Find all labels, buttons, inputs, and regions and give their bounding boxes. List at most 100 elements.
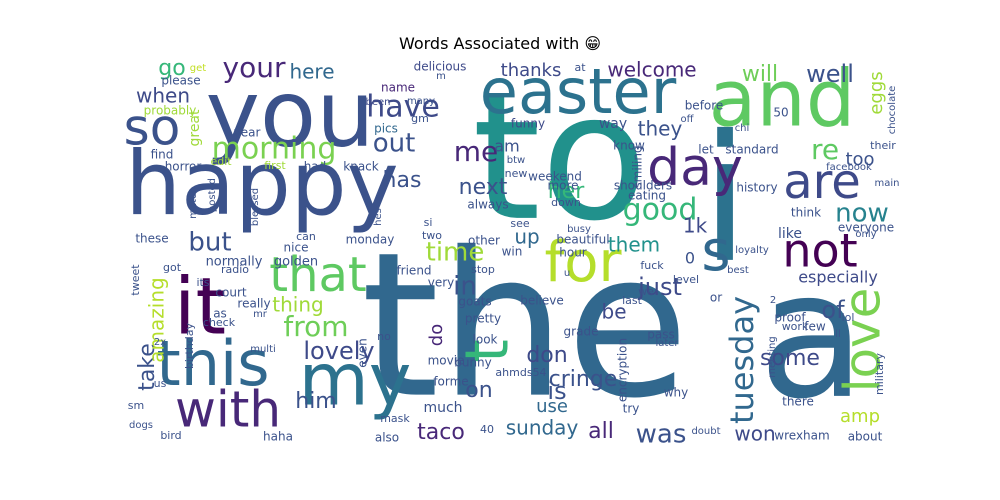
word-amazing: amazing	[145, 277, 169, 362]
word-goats: goats	[458, 295, 491, 309]
word-name: name	[381, 81, 415, 95]
word-let: let	[698, 143, 714, 157]
word-for: for	[545, 230, 623, 295]
word-mask: mask	[380, 412, 410, 425]
word-some: some	[760, 346, 820, 371]
word-about: about	[848, 430, 883, 444]
word-it: it	[174, 262, 226, 352]
word-is: is	[547, 377, 566, 405]
word-t: t	[453, 339, 523, 363]
word-chi: chi	[735, 123, 750, 134]
word-horror: horror	[165, 160, 202, 174]
word-amp: amp	[840, 406, 880, 427]
word-try: try	[623, 402, 640, 416]
word-from: from	[283, 310, 348, 343]
word-eggs: eggs	[866, 71, 887, 114]
word-stop: stop	[471, 263, 495, 276]
word-few: few	[804, 320, 826, 334]
word-posted: posted	[207, 178, 218, 212]
word-there: there	[782, 395, 814, 409]
word-take: take	[135, 343, 160, 391]
word-win: win	[502, 245, 523, 259]
word-before: before	[685, 99, 724, 113]
word-bunny: bunny	[454, 356, 492, 370]
word-when: when	[136, 84, 190, 108]
word-to: to	[472, 57, 648, 260]
word-him: him	[295, 389, 337, 414]
word-standard: standard	[725, 143, 778, 157]
word-off: off	[680, 114, 694, 125]
word-time: time	[426, 238, 485, 268]
word-easter: easter	[480, 55, 677, 128]
word-down: down	[551, 196, 581, 209]
word-in: in	[453, 272, 477, 302]
word-year: year	[234, 126, 261, 140]
word-much: much	[423, 400, 462, 416]
word-can: can	[296, 230, 316, 243]
word-mr: mr	[253, 309, 268, 320]
word-them: them	[608, 233, 660, 257]
word-go: go	[158, 56, 185, 81]
word-delicious: delicious	[414, 60, 467, 74]
word-thing: thing	[272, 293, 323, 317]
word-tweet: tweet	[129, 264, 142, 296]
word-haha: haha	[263, 430, 293, 444]
word-later: later	[655, 338, 679, 349]
word-check: check	[203, 316, 236, 329]
word-don: don	[526, 343, 567, 368]
word-are: are	[783, 154, 861, 210]
word-grade: grade	[564, 325, 599, 339]
word-more: more	[547, 179, 578, 193]
word-also: also	[375, 431, 399, 445]
word-eating: eating	[628, 189, 666, 203]
word-know: know	[613, 139, 645, 153]
word-her: her	[548, 179, 585, 204]
word-morning: morning	[212, 132, 337, 167]
word-forme: forme	[433, 375, 468, 389]
word-that: that	[269, 247, 366, 303]
word-no: no	[377, 330, 391, 343]
word-tuesday: tuesday	[723, 296, 761, 424]
word-they: they	[638, 117, 683, 141]
word-funny: funny	[511, 117, 545, 131]
word-or: or	[710, 291, 722, 305]
word-everyone: everyone	[838, 221, 894, 235]
word-think: think	[791, 206, 821, 220]
word-me: me	[454, 135, 499, 168]
word-this: this	[156, 327, 269, 400]
word-birthday: birthday	[183, 322, 196, 369]
word-we: we	[638, 285, 654, 298]
word-probably: probably	[144, 104, 197, 118]
word-always: always	[467, 198, 508, 212]
word-busy: busy	[567, 224, 591, 235]
word-knack: knack	[343, 160, 379, 174]
word-get: get	[190, 63, 207, 74]
word-here: here	[289, 60, 334, 84]
word-btw: btw	[507, 155, 525, 166]
word-be: be	[602, 300, 627, 324]
word-blessed: blessed	[250, 188, 261, 226]
word-please: please	[161, 74, 200, 88]
word-other: other	[468, 234, 500, 248]
word-two: two	[422, 229, 442, 242]
word-encryption: encryption	[616, 338, 630, 402]
word-especially: especially	[798, 268, 878, 287]
word-new: new	[505, 167, 528, 180]
word-these: these	[135, 232, 168, 246]
word-multi: multi	[250, 344, 276, 355]
word-s: s	[701, 219, 730, 284]
word-u: u	[564, 268, 570, 279]
word-match: match	[188, 187, 199, 219]
word-lol: lol	[842, 311, 855, 324]
word-ahmds54: ahmds54	[495, 366, 546, 379]
word-normally: normally	[206, 255, 263, 270]
word-welcome: welcome	[607, 58, 696, 82]
word-best: best	[727, 265, 749, 276]
word-i: i	[701, 99, 750, 302]
word-really: really	[237, 297, 270, 311]
word-shoulders: shoulders	[614, 179, 672, 193]
word-facebook: facebook	[826, 162, 872, 173]
word-look: look	[473, 333, 498, 347]
word-was: was	[636, 420, 687, 450]
word-next: next	[459, 175, 508, 200]
